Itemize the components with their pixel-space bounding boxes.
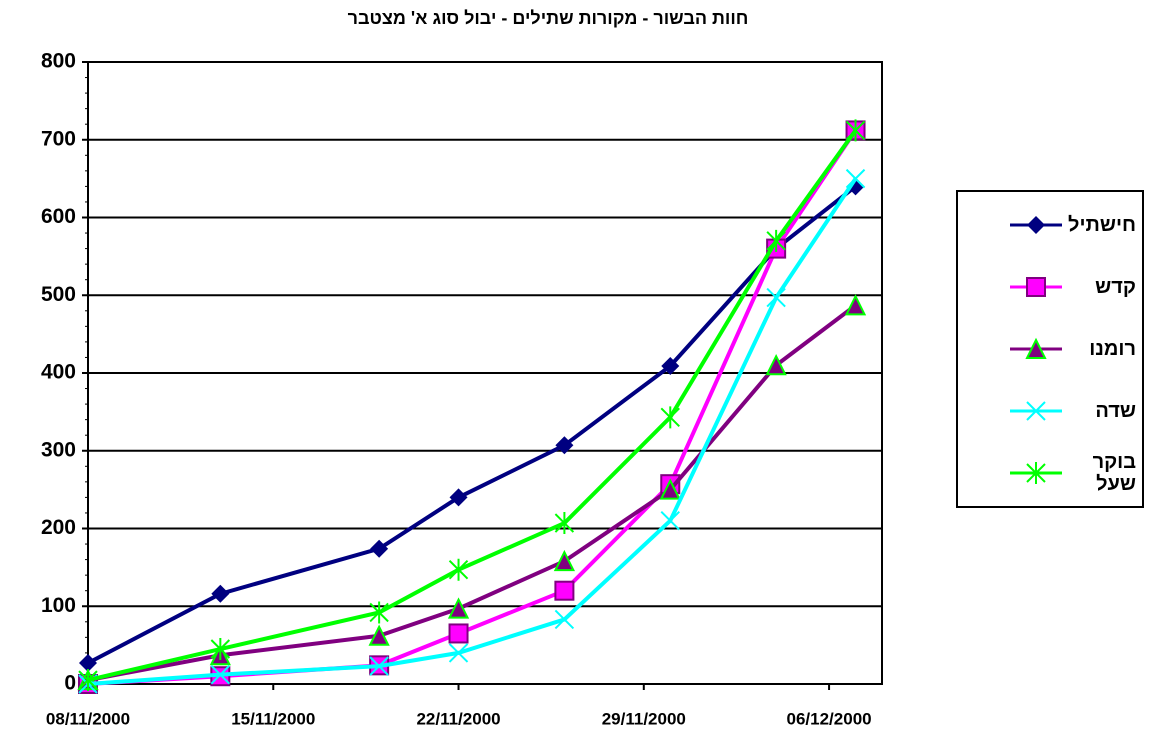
- legend-label: חישתיל: [1068, 214, 1136, 236]
- legend-swatch: [1010, 216, 1062, 234]
- y-tick-label: 300: [41, 438, 76, 461]
- legend-label: רומנו: [1089, 338, 1136, 360]
- marker: [766, 229, 786, 252]
- marker: [447, 597, 470, 619]
- marker: [211, 584, 230, 603]
- legend-entry: שדה: [966, 386, 1136, 436]
- marker: [448, 623, 469, 644]
- y-tick-label: 200: [41, 516, 76, 539]
- x-tick-label: 08/11/2000: [46, 709, 130, 728]
- legend-swatch: [1010, 462, 1062, 484]
- legend-entry: רומנו: [966, 324, 1136, 374]
- marker: [210, 638, 231, 661]
- legend-entry: קדש: [966, 262, 1136, 312]
- marker: [1026, 462, 1046, 484]
- marker: [659, 478, 681, 500]
- x-tick-label: 06/12/2000: [787, 709, 872, 728]
- legend-swatch: [1010, 337, 1062, 359]
- marker: [555, 436, 574, 455]
- marker: [368, 624, 390, 646]
- marker: [554, 580, 575, 601]
- y-tick-label: 0: [64, 672, 76, 695]
- marker: [369, 656, 389, 676]
- series-line: [87, 177, 858, 686]
- marker: [1025, 337, 1047, 359]
- x-tick-label: 15/11/2000: [231, 709, 315, 728]
- series-line: [87, 129, 858, 683]
- legend-entry: חישתיל: [966, 200, 1136, 250]
- legend-label: שדה: [1095, 400, 1136, 422]
- series-line: [87, 184, 857, 665]
- marker: [369, 601, 389, 624]
- legend-swatch: [1010, 277, 1062, 297]
- x-tick-label: 22/11/2000: [416, 709, 500, 728]
- marker: [1027, 216, 1045, 234]
- marker: [844, 294, 867, 316]
- marker: [78, 669, 98, 692]
- plot-border: [87, 61, 883, 685]
- marker: [370, 539, 389, 558]
- legend: חישתיל קדש רומנו שדה בוקר שעל: [956, 190, 1144, 508]
- marker: [1026, 401, 1046, 421]
- marker: [553, 549, 576, 572]
- x-tick-label: 29/11/2000: [602, 709, 686, 728]
- y-tick-label: 700: [41, 127, 76, 150]
- marker: [448, 558, 469, 581]
- marker: [766, 287, 786, 308]
- marker: [449, 488, 468, 507]
- y-tick-label: 600: [41, 205, 76, 228]
- y-tick-label: 100: [41, 594, 76, 617]
- y-tick-label: 800: [41, 50, 76, 73]
- marker: [660, 406, 680, 429]
- marker: [1026, 277, 1046, 297]
- marker: [661, 357, 680, 376]
- legend-label: בוקר שעל: [1092, 451, 1136, 495]
- marker: [448, 643, 469, 663]
- marker: [210, 664, 231, 685]
- marker: [660, 511, 680, 531]
- marker: [554, 609, 575, 630]
- y-tick-label: 500: [41, 283, 76, 306]
- marker: [79, 654, 97, 673]
- y-tick-label: 400: [41, 361, 76, 384]
- chart-title: חוות הבשור - מקורות שתילים - יבול סוג א'…: [348, 8, 749, 28]
- marker: [845, 119, 866, 142]
- marker: [765, 353, 787, 376]
- legend-swatch: [1010, 401, 1062, 421]
- marker: [845, 168, 866, 189]
- legend-entry: בוקר שעל: [966, 448, 1136, 498]
- legend-label: קדש: [1095, 276, 1136, 298]
- series-line: [87, 303, 857, 683]
- marker: [554, 512, 575, 535]
